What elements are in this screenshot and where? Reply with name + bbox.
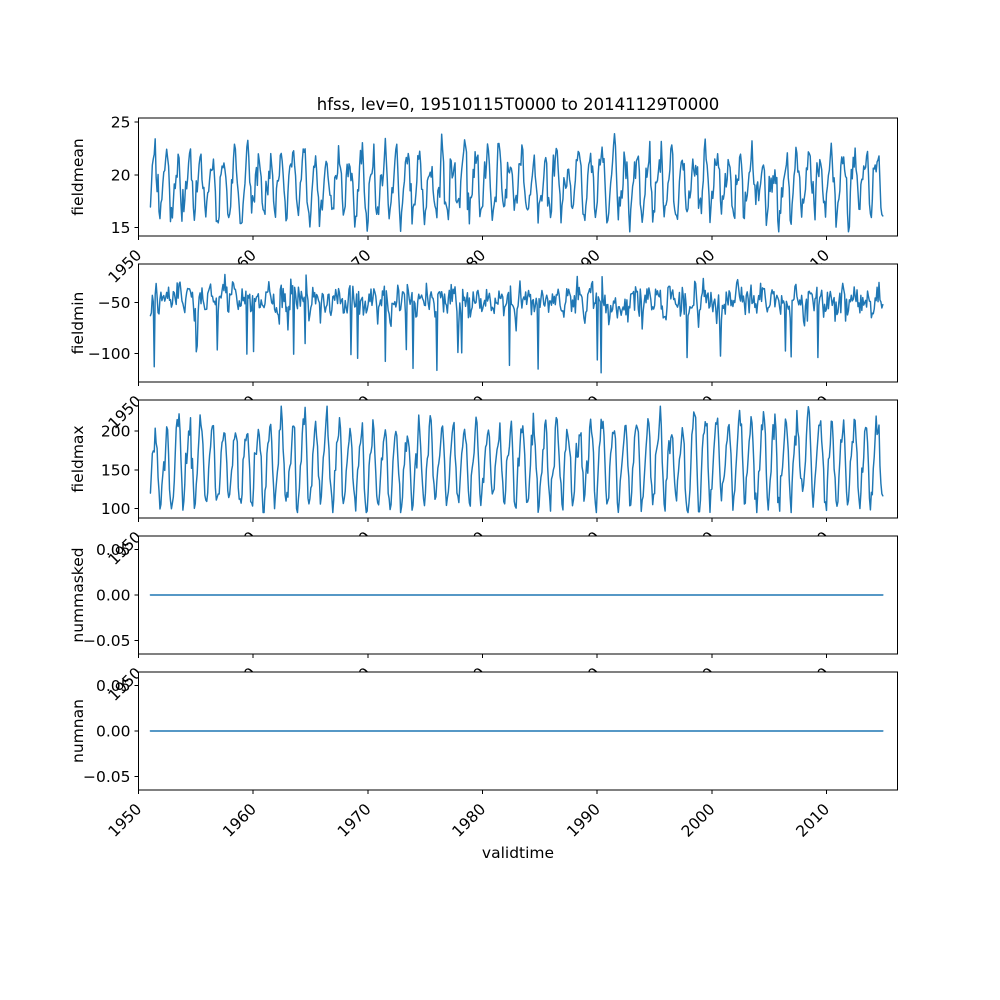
subplot-fieldmin: −100−501950196019701980199020002010field…: [69, 263, 899, 433]
y-axis-label-fieldmax: fieldmax: [69, 425, 87, 492]
plot-area-background: [138, 264, 898, 382]
y-tick-label-fieldmean: 20: [111, 166, 131, 184]
y-tick-label-fieldmean: 25: [111, 114, 131, 132]
y-tick-label-fieldmax: 150: [101, 461, 131, 479]
x-tick-label-numnan: 2000: [678, 800, 719, 841]
data-line-fieldmax: [149, 405, 884, 514]
y-tick-label-nummasked: 0.05: [96, 541, 131, 559]
axes-spines-fieldmin: [137, 263, 899, 383]
axes-spines-fieldmax: [137, 399, 899, 519]
data-line-fieldmin: [149, 273, 884, 374]
subplot-numnan: −0.05 0.00 0.05 1950 1960 1970 1980 1990 2000 201…: [69, 671, 899, 841]
axes-spines-fieldmean: [137, 117, 899, 237]
y-tick-label-fieldmin: −100: [88, 345, 131, 363]
y-axis-label-fieldmin: fieldmin: [69, 292, 87, 355]
y-tick-label-fieldmean: 15: [111, 219, 131, 237]
y-tick-label-fieldmax: 200: [101, 423, 131, 441]
y-axis-label-fieldmean: fieldmean: [69, 138, 87, 215]
y-tick-label-numnan: 0.00: [96, 723, 131, 741]
x-tick-label-numnan: 1990: [563, 800, 604, 841]
x-tick-label-numnan: 1980: [449, 800, 490, 841]
subplot-fieldmean: 1520251950196019701980199020002010fieldm…: [69, 114, 899, 287]
data-line-fieldmean: [149, 133, 884, 233]
y-tick-label-numnan: −0.05: [83, 768, 131, 786]
figure-title: hfss, lev=0, 19510115T0000 to 20141129T0…: [317, 95, 719, 114]
x-tick-label-numnan: 1970: [334, 800, 375, 841]
x-tick-label-numnan: 2010: [793, 800, 834, 841]
axes-spines-numnan: [137, 671, 899, 791]
y-axis-label-nummasked: nummasked: [69, 547, 87, 642]
x-axis-label: validtime: [482, 844, 554, 862]
y-tick-label-fieldmax: 100: [101, 500, 131, 518]
y-tick-label-nummasked: −0.05: [83, 632, 131, 650]
y-tick-label-fieldmin: −50: [98, 294, 131, 312]
x-tick-label-numnan: 1960: [219, 800, 260, 841]
y-tick-label-nummasked: 0.00: [96, 587, 131, 605]
axes-spines-nummasked: [137, 535, 899, 655]
x-tick-label-numnan: 1950: [105, 800, 146, 841]
y-tick-label-numnan: 0.05: [96, 677, 131, 695]
y-axis-label-numnan: numnan: [69, 699, 87, 763]
